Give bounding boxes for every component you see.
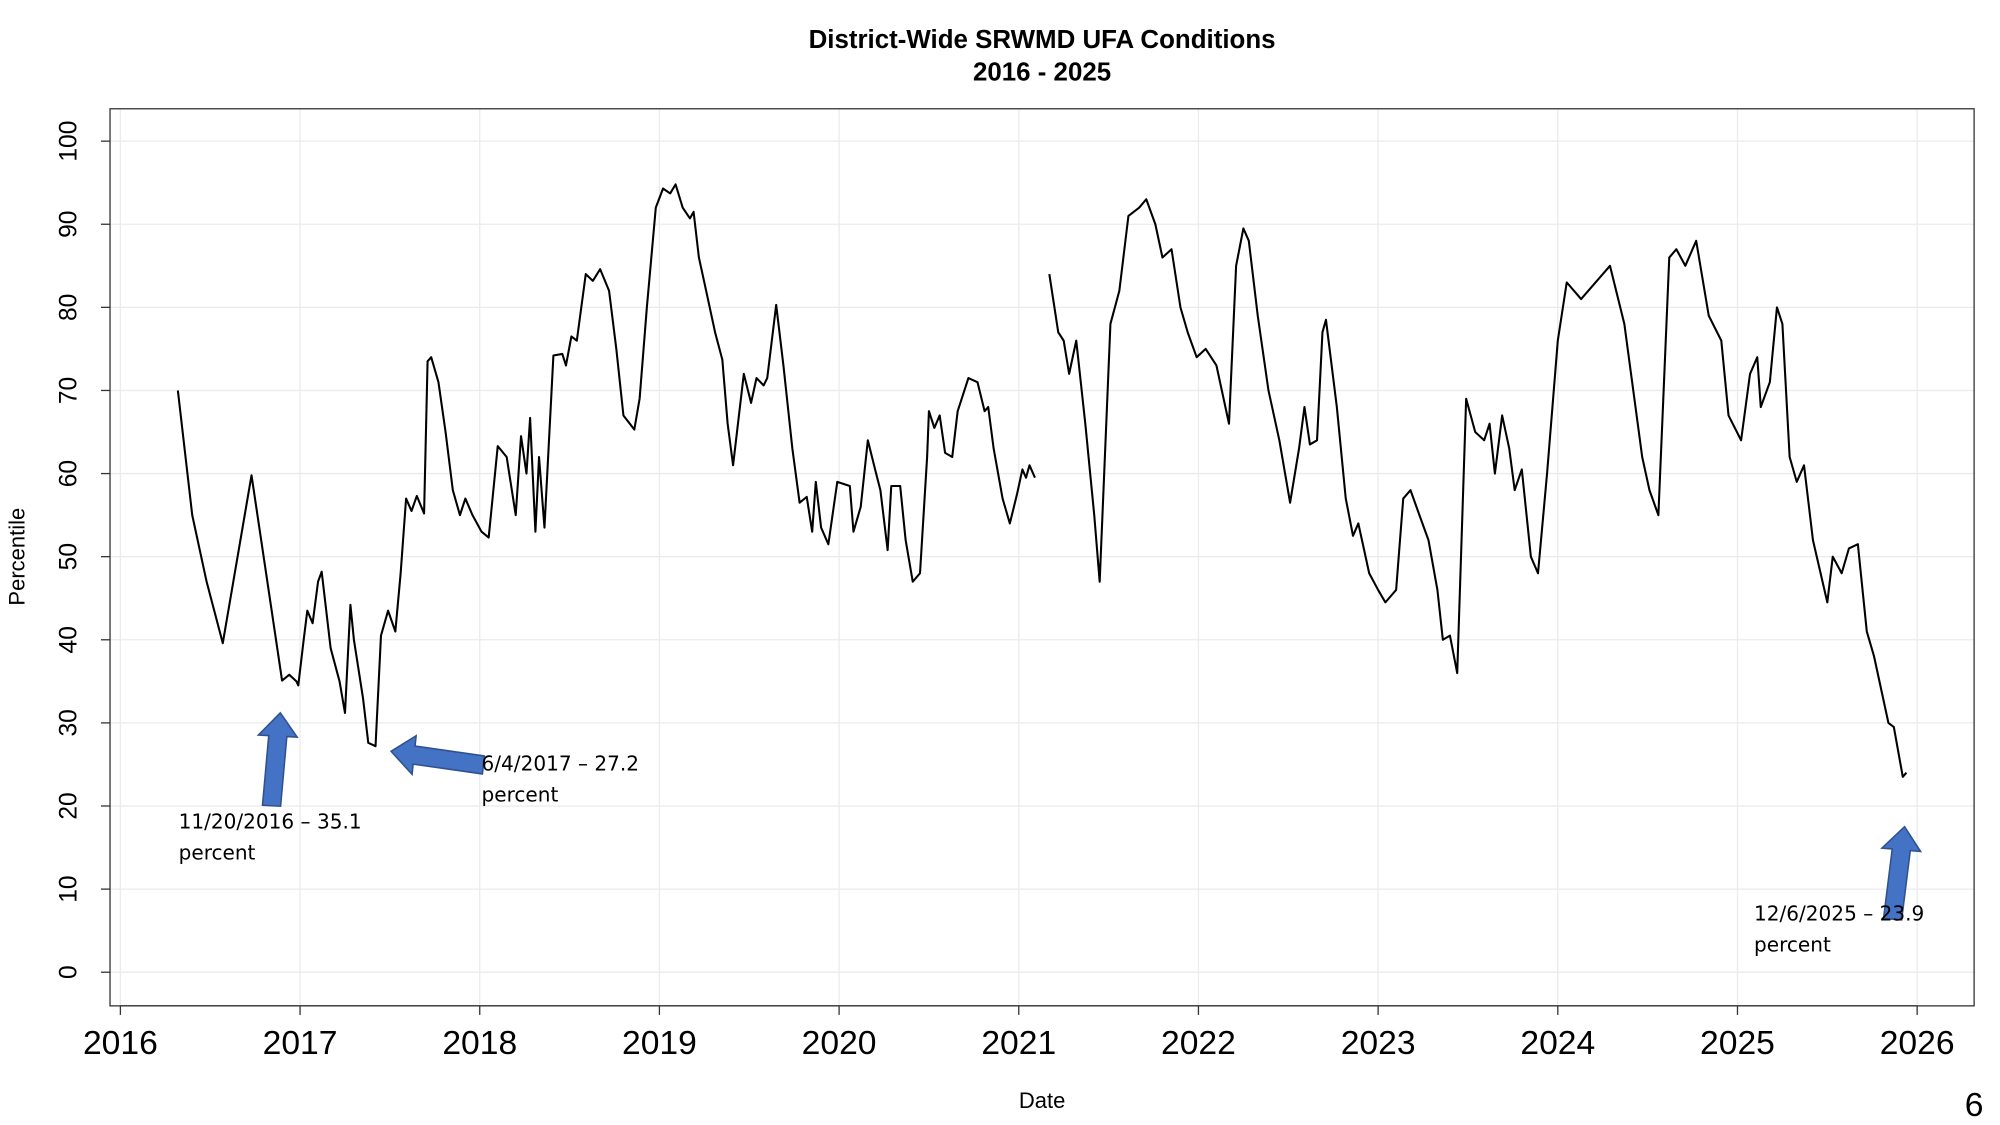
x-tick-label: 2018 bbox=[442, 1025, 517, 1062]
annotation-3-line2: percent bbox=[1754, 932, 1831, 956]
annotation-1-line2: percent bbox=[179, 841, 256, 865]
annotation-arrows bbox=[256, 711, 1923, 921]
y-axis: 0 10 20 30 40 50 60 70 80 90 100 bbox=[55, 121, 111, 979]
series-line-segment-2 bbox=[1048, 198, 1908, 778]
x-tick-label: 2024 bbox=[1520, 1025, 1595, 1062]
page-number: 6 bbox=[1965, 1087, 1984, 1124]
annotation-2-line2: percent bbox=[482, 782, 559, 806]
x-tick-label: 2025 bbox=[1700, 1025, 1775, 1062]
y-tick-label: 100 bbox=[55, 121, 82, 162]
y-tick-label: 90 bbox=[55, 211, 82, 238]
x-tick-label: 2016 bbox=[83, 1025, 158, 1062]
x-tick-label: 2020 bbox=[802, 1025, 877, 1062]
y-tick-label: 20 bbox=[55, 792, 82, 819]
y-tick-label: 80 bbox=[55, 294, 82, 321]
y-tick-label: 40 bbox=[55, 626, 82, 653]
y-axis-label: Percentile bbox=[5, 508, 30, 606]
x-tick-label: 2022 bbox=[1161, 1025, 1236, 1062]
y-tick-label: 30 bbox=[55, 709, 82, 736]
chart-title: District-Wide SRWMD UFA Conditions bbox=[809, 26, 1276, 54]
y-tick-label: 70 bbox=[55, 377, 82, 404]
y-tick-label: 60 bbox=[55, 460, 82, 487]
x-tick-label: 2023 bbox=[1341, 1025, 1416, 1062]
x-axis: 2016 2017 2018 2019 2020 2021 2022 2023 2024 2025… bbox=[83, 1005, 1955, 1062]
data-lines bbox=[176, 183, 1908, 778]
x-tick-label: 2017 bbox=[263, 1025, 338, 1062]
x-tick-label: 2021 bbox=[981, 1025, 1056, 1062]
grid bbox=[110, 108, 1975, 1006]
x-tick-label: 2019 bbox=[622, 1025, 697, 1062]
chart-subtitle: 2016 - 2025 bbox=[973, 58, 1111, 86]
series-line-segment-1 bbox=[176, 183, 1036, 748]
x-axis-label: Date bbox=[1019, 1088, 1065, 1113]
annotation-2-line1: 6/4/2017 – 27.2 bbox=[482, 751, 639, 775]
y-tick-label: 0 bbox=[55, 965, 82, 979]
annotation-arrow-1 bbox=[256, 711, 299, 808]
annotation-3-line1: 12/6/2025 – 23.9 bbox=[1754, 901, 1924, 925]
x-tick-label: 2026 bbox=[1880, 1025, 1955, 1062]
y-tick-label: 50 bbox=[55, 543, 82, 570]
y-tick-label: 10 bbox=[55, 875, 82, 902]
annotation-arrow-2 bbox=[389, 734, 486, 777]
annotation-arrow-3 bbox=[1880, 825, 1923, 921]
annotation-1-line1: 11/20/2016 – 35.1 bbox=[179, 810, 362, 834]
